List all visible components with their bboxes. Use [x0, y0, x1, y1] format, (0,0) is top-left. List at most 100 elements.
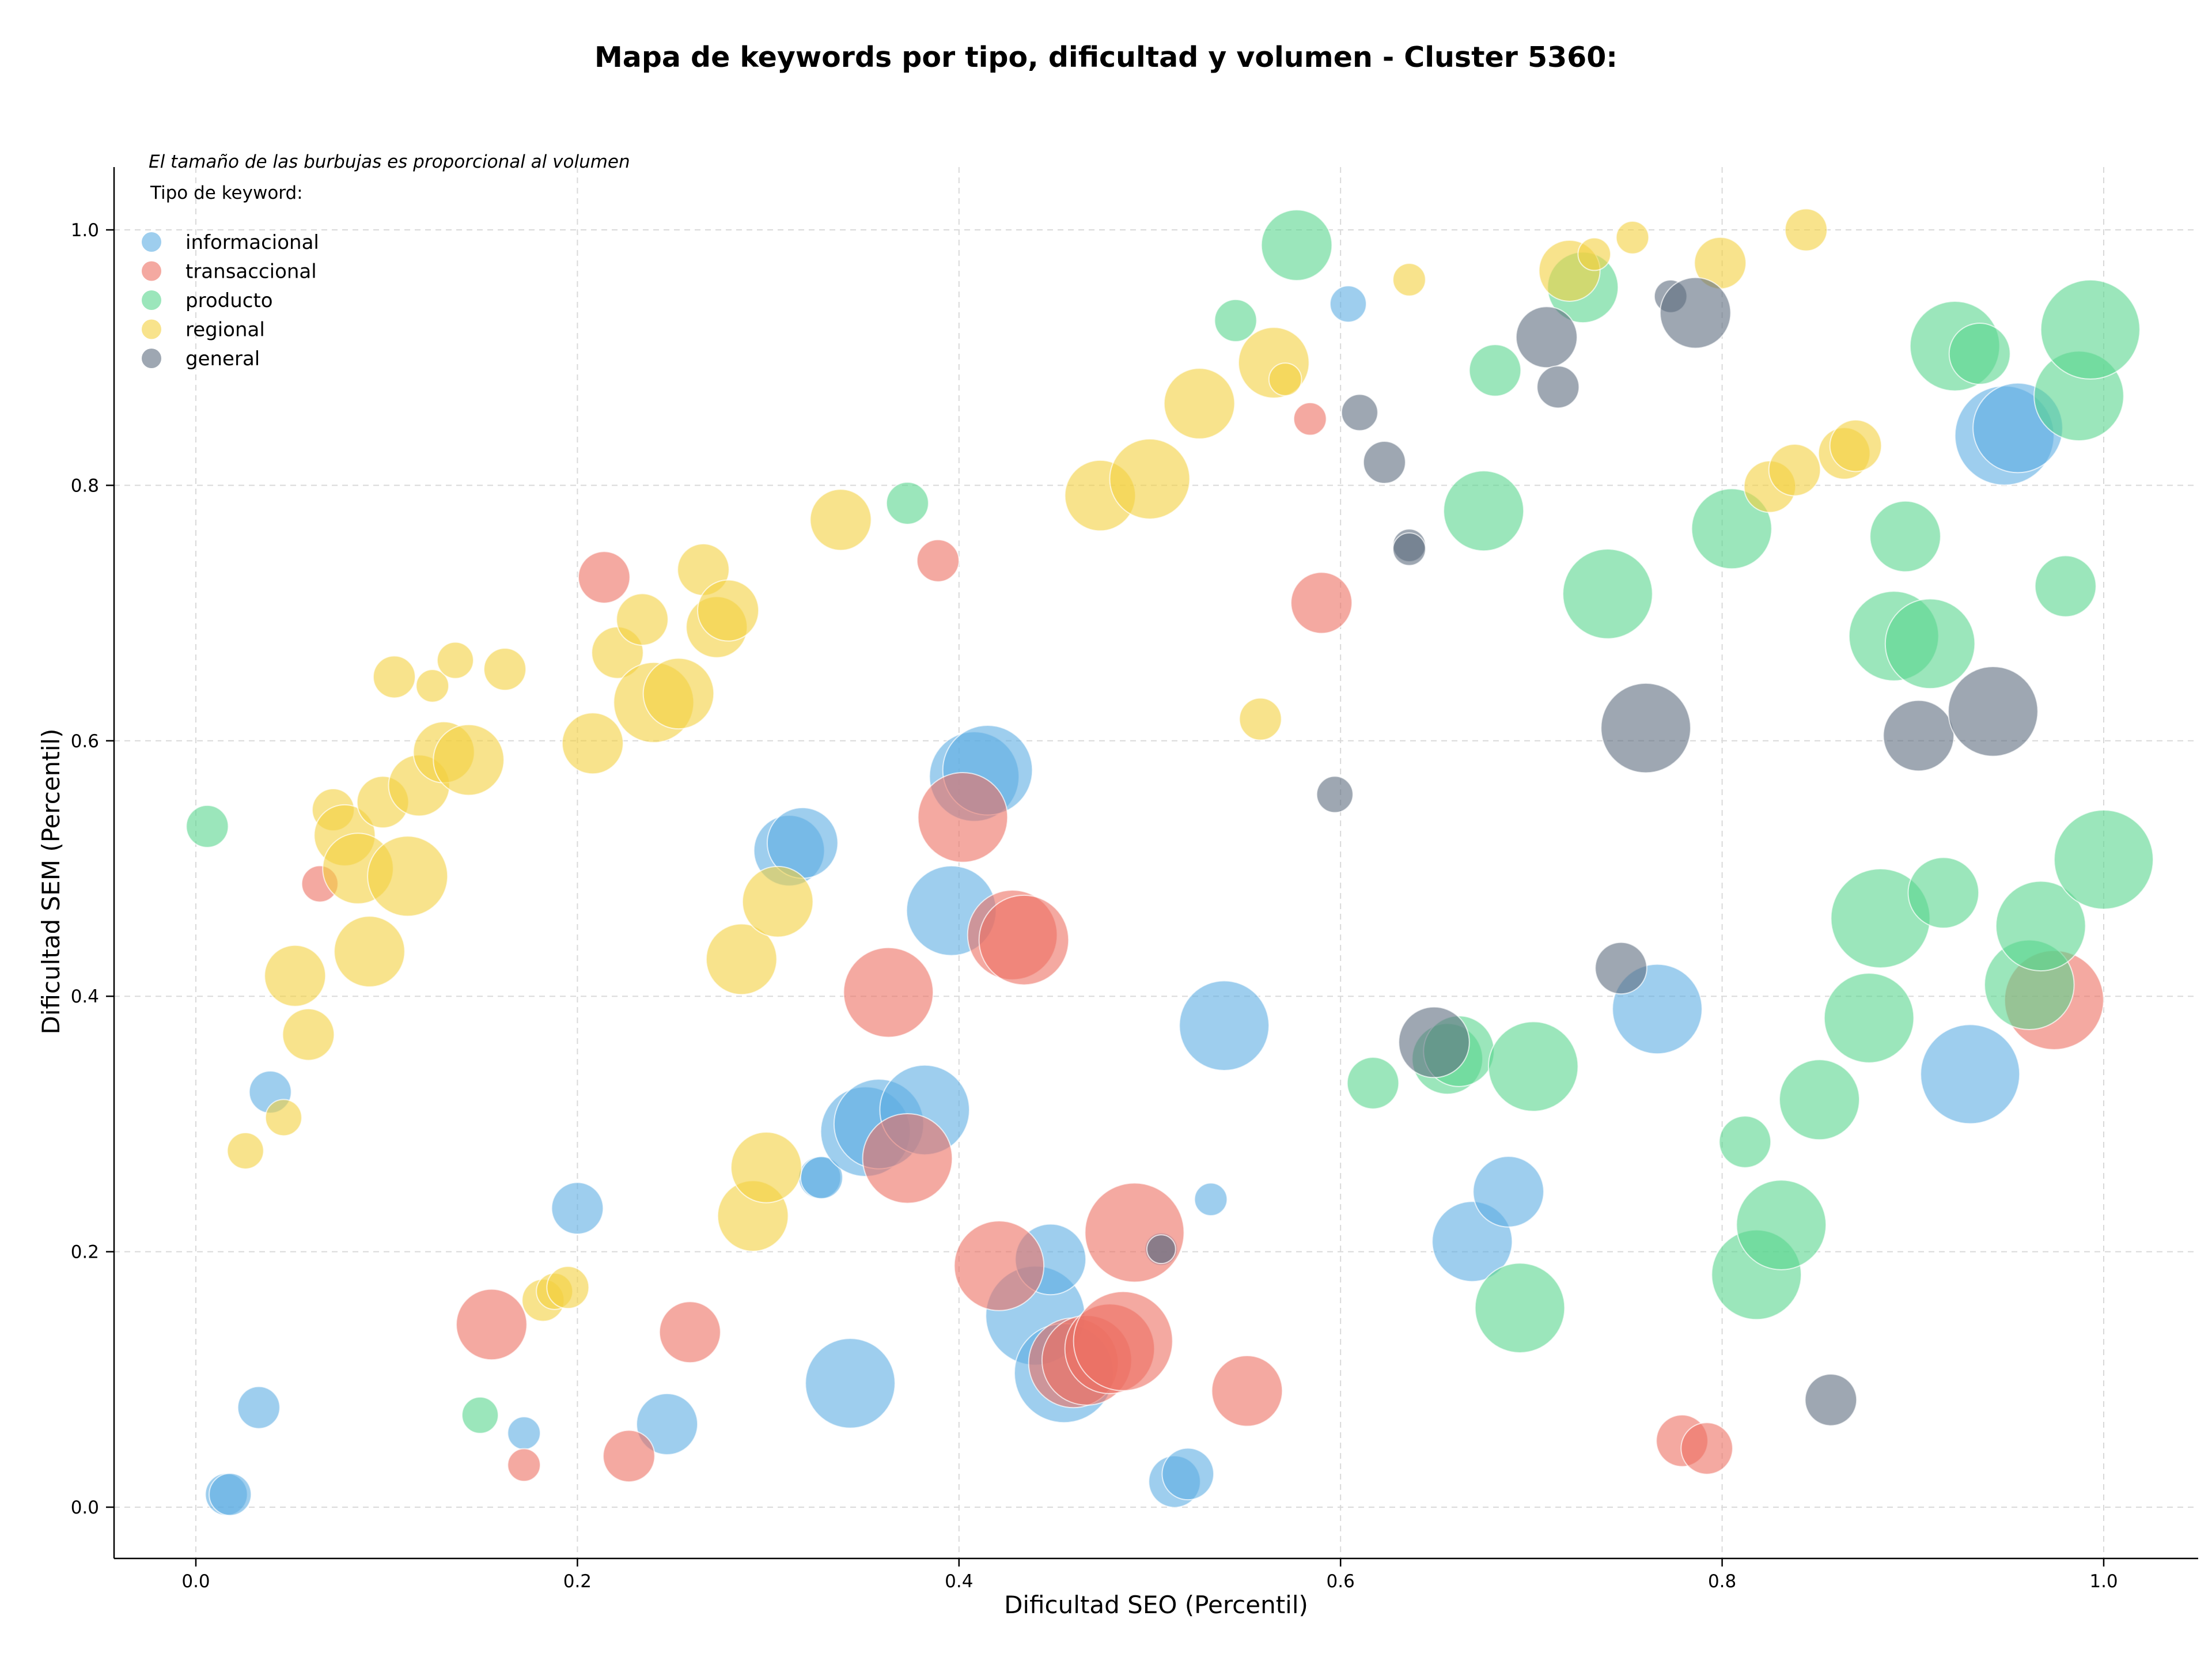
legend-marker-informacional	[142, 232, 161, 252]
bubble-regional	[642, 657, 715, 730]
bubble-regional	[1268, 362, 1302, 396]
bubble-producto	[1869, 500, 1941, 573]
bubble-regional	[1615, 221, 1650, 255]
bubble-transaccional	[917, 772, 1009, 863]
bubble-transaccional	[1211, 1354, 1283, 1427]
bubble-general	[1316, 775, 1354, 814]
bubble-producto	[1468, 344, 1522, 397]
bubbles	[185, 208, 2154, 1516]
bubble-transaccional	[1680, 1422, 1733, 1475]
ticks: 0.0 0.2 0.4 0.6 0.8 1.0 0.0 0.2 0.4 0.6 0.8 1.0	[71, 220, 2118, 1592]
legend-marker-general	[142, 349, 161, 368]
bubble-informacional	[1472, 1156, 1544, 1228]
bubble-transaccional	[577, 551, 631, 604]
bubble-general	[1883, 699, 1955, 772]
bubble-transaccional	[1073, 1291, 1173, 1391]
y-tick-label: 0.2	[71, 1242, 99, 1263]
bubble-general	[1362, 440, 1406, 484]
legend-label-regional: regional	[185, 319, 265, 342]
bubble-producto	[2054, 809, 2154, 910]
bubble-regional	[483, 648, 527, 691]
bubble-informacional	[209, 1473, 252, 1516]
bubble-transaccional	[507, 1448, 541, 1482]
bubble-general	[1600, 682, 1691, 774]
bubble-transaccional	[843, 947, 934, 1038]
bubble-regional	[1238, 697, 1282, 741]
bubble-regional	[1829, 419, 1883, 472]
bubble-transaccional	[978, 894, 1070, 986]
bubble-regional	[367, 835, 449, 917]
bubble-general	[1515, 306, 1578, 369]
legend-marker-regional	[142, 319, 161, 339]
bubble-producto	[2040, 279, 2141, 380]
bubble-informacional	[551, 1182, 604, 1235]
bubble-regional	[561, 712, 624, 775]
bubble-regional	[282, 1008, 335, 1061]
bubble-informacional	[1194, 1182, 1228, 1217]
bubble-regional	[741, 865, 814, 938]
bubble-general	[1340, 394, 1378, 432]
bubble-regional	[1392, 263, 1426, 297]
y-tick-label: 0.8	[71, 475, 99, 496]
bubble-producto	[1736, 1179, 1827, 1270]
bubble-regional	[436, 641, 474, 679]
bubble-regional	[546, 1266, 590, 1310]
bubble-producto	[1823, 973, 1915, 1064]
x-tick-label: 0.6	[1327, 1571, 1355, 1592]
bubble-transaccional	[1290, 572, 1353, 634]
bubble-regional	[1784, 208, 1828, 252]
bubble-transaccional	[456, 1288, 528, 1361]
bubble-informacional	[805, 1338, 896, 1429]
legend-title: Tipo de keyword:	[150, 183, 303, 203]
bubble-regional	[1768, 443, 1821, 497]
bubble-general	[1398, 1006, 1470, 1079]
bubble-general	[1392, 532, 1426, 566]
bubble-general	[1536, 365, 1580, 409]
bubble-producto	[1346, 1057, 1400, 1110]
bubble-general	[1146, 1234, 1176, 1265]
x-tick-label: 1.0	[2089, 1571, 2118, 1592]
bubble-regional	[433, 724, 505, 796]
bubble-informacional	[507, 1416, 541, 1450]
legend-label-informacional: informacional	[185, 231, 319, 254]
bubble-producto	[1443, 470, 1525, 552]
legend-marker-transaccional	[142, 261, 161, 281]
legend: informacional transaccional producto region…	[142, 231, 319, 370]
bubble-regional	[226, 1132, 264, 1170]
bubble-producto	[1487, 1021, 1579, 1112]
bubble-regional	[616, 593, 669, 646]
bubble-regional	[372, 655, 416, 699]
bubble-producto	[1474, 1262, 1566, 1353]
chart-title: Mapa de keywords por tipo, dificultad y …	[594, 41, 1618, 74]
legend-marker-producto	[142, 290, 161, 310]
bubble-informacional	[1161, 1447, 1215, 1501]
y-tick-label: 0.0	[71, 1497, 99, 1518]
bubble-producto	[1948, 323, 2011, 385]
bubble-informacional	[1920, 1024, 2021, 1125]
bubble-transaccional	[862, 1113, 953, 1204]
bubble-regional	[1577, 237, 1611, 271]
bubble-regional	[1109, 438, 1191, 520]
bubble-producto	[2034, 555, 2097, 618]
bubble-transaccional	[1293, 402, 1327, 436]
legend-label-general: general	[185, 347, 260, 370]
bubble-general	[1948, 666, 2039, 757]
bubble-transaccional	[603, 1429, 656, 1483]
bubble-regional	[1163, 368, 1236, 440]
bubble-size-note: El tamaño de las burbujas es proporciona…	[149, 152, 630, 172]
bubble-producto	[1884, 598, 1976, 690]
bubble-regional	[264, 1099, 302, 1137]
legend-label-producto: producto	[185, 289, 273, 312]
bubble-producto	[1779, 1059, 1861, 1141]
bubble-producto	[1718, 1115, 1772, 1168]
x-tick-label: 0.4	[945, 1571, 973, 1592]
x-tick-label: 0.8	[1708, 1571, 1736, 1592]
legend-label-transaccional: transaccional	[185, 260, 317, 283]
bubble-regional	[334, 915, 406, 987]
bubble-transaccional	[1084, 1182, 1185, 1283]
bubble-regional	[697, 579, 760, 642]
bubble-general	[1594, 941, 1647, 995]
bubble-informacional	[636, 1393, 699, 1455]
bubble-transaccional	[916, 539, 960, 582]
bubble-producto	[185, 804, 229, 848]
